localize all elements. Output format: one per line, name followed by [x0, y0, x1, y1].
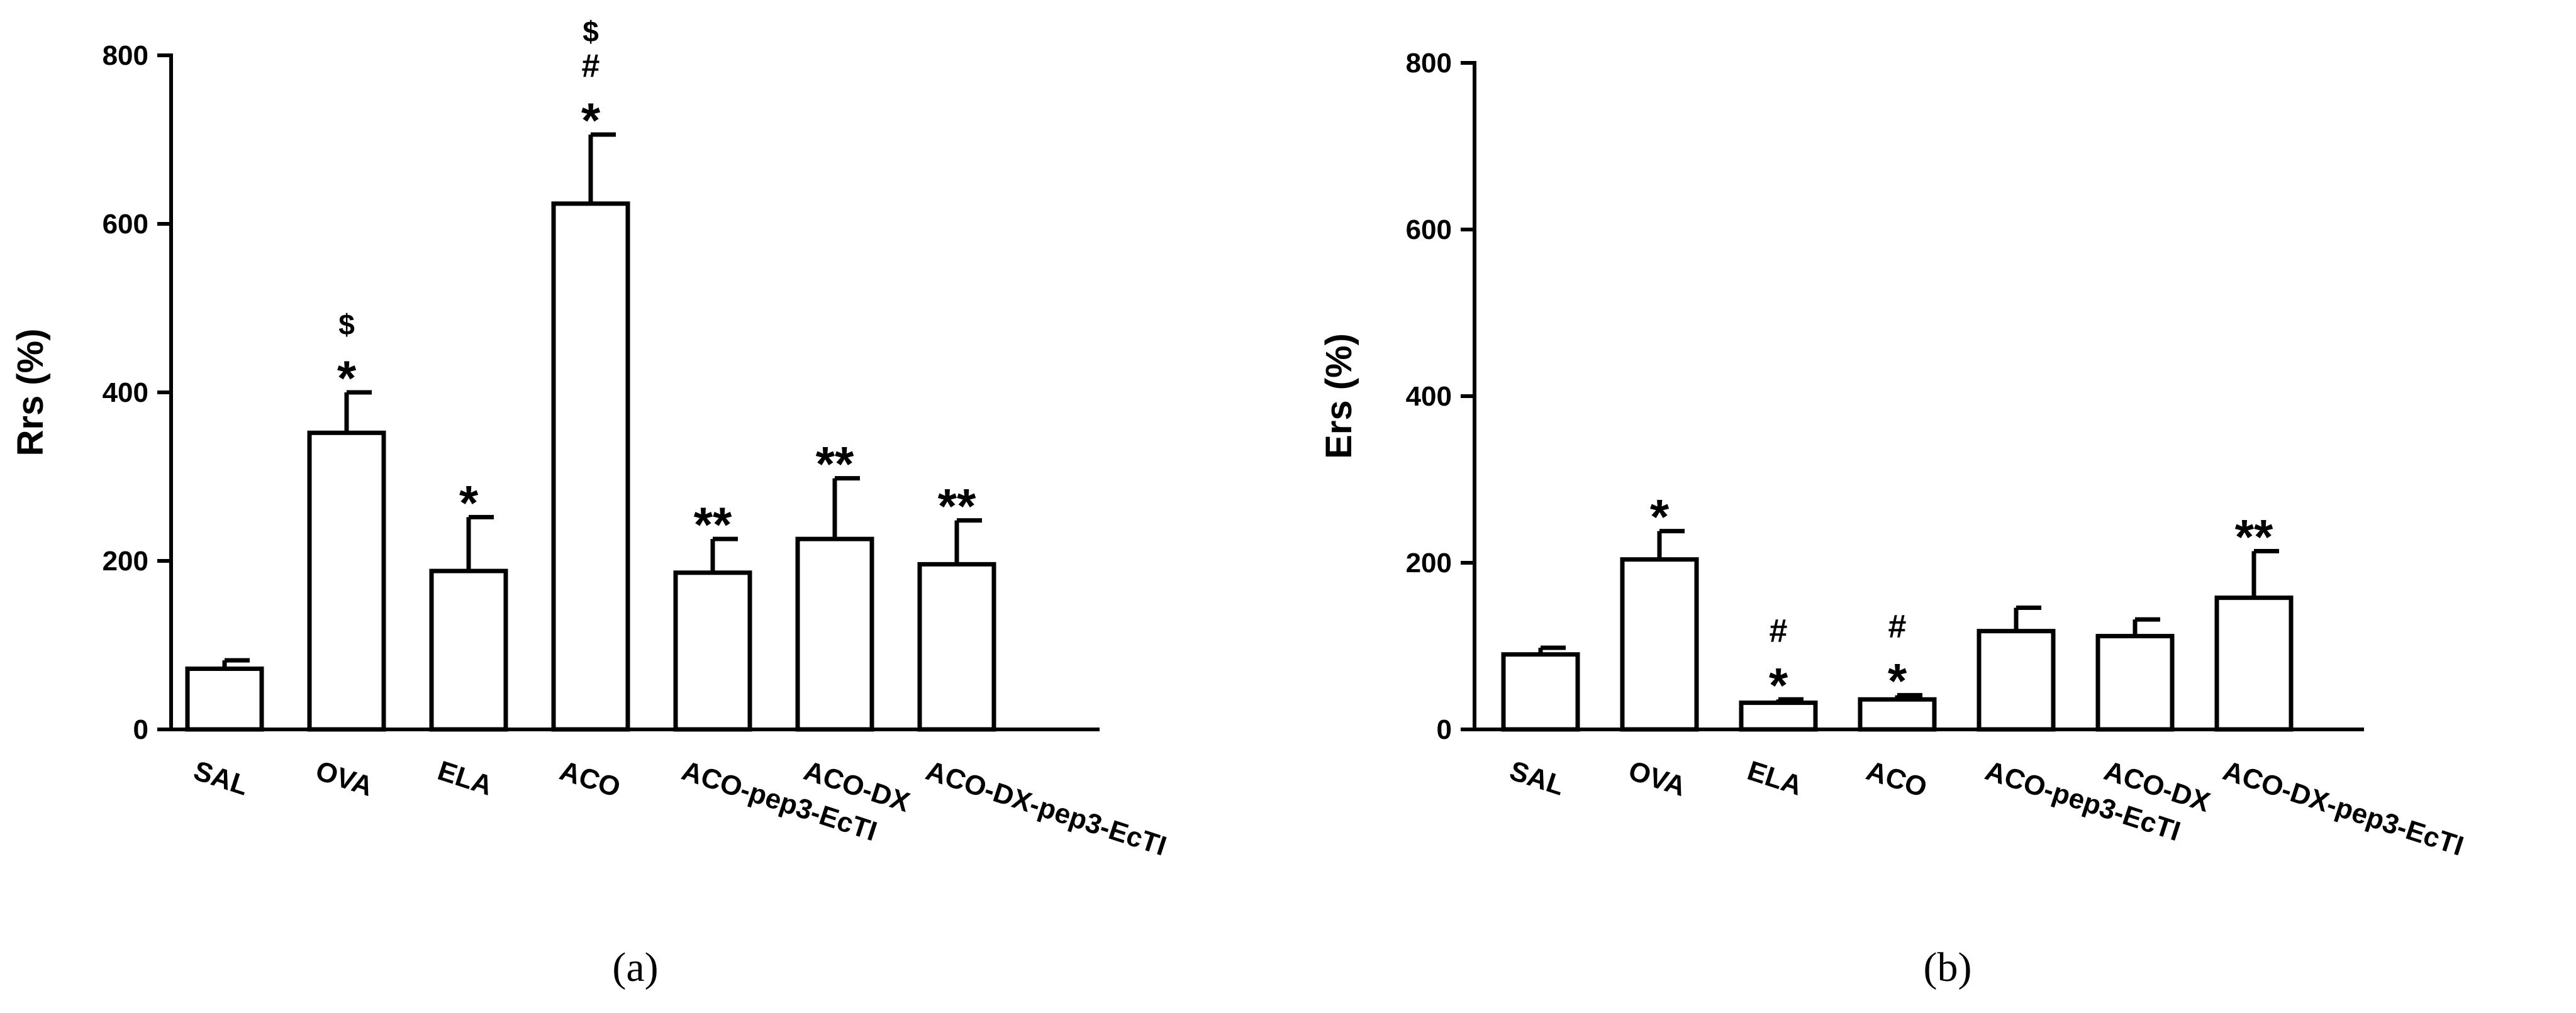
- x-category-label: ACO-DX-pep3-EcTI: [922, 755, 1170, 862]
- significance-mark: $: [338, 308, 355, 341]
- significance-mark: $: [583, 15, 599, 48]
- x-category-label: ACO: [1863, 755, 1931, 804]
- x-category-label: SAL: [190, 755, 252, 802]
- x-category-label: SAL: [1506, 755, 1568, 802]
- significance-mark: #: [1888, 609, 1907, 645]
- panel-label: (a): [612, 944, 658, 990]
- panel-label: (b): [1924, 944, 1972, 990]
- significance-mark: *: [581, 92, 601, 148]
- bar: [185, 667, 264, 732]
- y-tick-label: 600: [1406, 214, 1452, 245]
- significance-mark: #: [1770, 612, 1788, 649]
- x-category-label: ACO: [556, 755, 624, 804]
- y-tick-label: 0: [133, 714, 148, 745]
- chart-panel-b: 0 200 400 600 800 Ers (%) SAL * OVA * # ELA * # ACO ACO…: [1319, 48, 2467, 990]
- significance-mark: #: [582, 48, 600, 84]
- y-tick-label: 200: [103, 546, 148, 577]
- bar: [429, 568, 508, 732]
- significance-mark: *: [459, 475, 479, 530]
- x-category-label: ELA: [1744, 755, 1806, 802]
- bar: [1739, 700, 1818, 732]
- bar: [795, 536, 874, 732]
- bar: [307, 430, 386, 732]
- y-axis-title: Ers (%): [1319, 333, 1359, 459]
- significance-mark: *: [337, 350, 357, 406]
- bar: [1501, 652, 1580, 732]
- bar: [551, 201, 630, 732]
- x-category-label: OVA: [312, 755, 377, 802]
- bar: [673, 570, 752, 732]
- bar: [1977, 629, 2056, 732]
- significance-mark: **: [816, 436, 854, 492]
- significance-mark: **: [2235, 509, 2273, 564]
- bar: [1858, 697, 1937, 732]
- y-tick-label: 400: [1406, 381, 1452, 412]
- y-tick-label: 800: [1406, 48, 1452, 79]
- y-tick-label: 600: [103, 209, 148, 240]
- y-tick-label: 800: [103, 40, 148, 71]
- x-category-label: OVA: [1625, 755, 1690, 802]
- significance-mark: *: [1769, 657, 1788, 712]
- y-tick-label: 0: [1437, 714, 1452, 745]
- bar: [2214, 595, 2294, 732]
- bar: [917, 562, 996, 732]
- significance-mark: **: [938, 479, 976, 534]
- significance-mark: **: [694, 497, 732, 552]
- y-tick-label: 400: [103, 377, 148, 408]
- significance-mark: *: [1650, 489, 1670, 545]
- x-category-label: ACO-DX-pep3-EcTI: [2219, 755, 2467, 862]
- bar: [1620, 557, 1699, 732]
- bar: [2095, 634, 2175, 732]
- y-axis-title: Rrs (%): [10, 328, 51, 456]
- significance-mark: *: [1888, 653, 1907, 709]
- y-tick-label: 200: [1406, 548, 1452, 578]
- x-category-label: ELA: [434, 755, 496, 802]
